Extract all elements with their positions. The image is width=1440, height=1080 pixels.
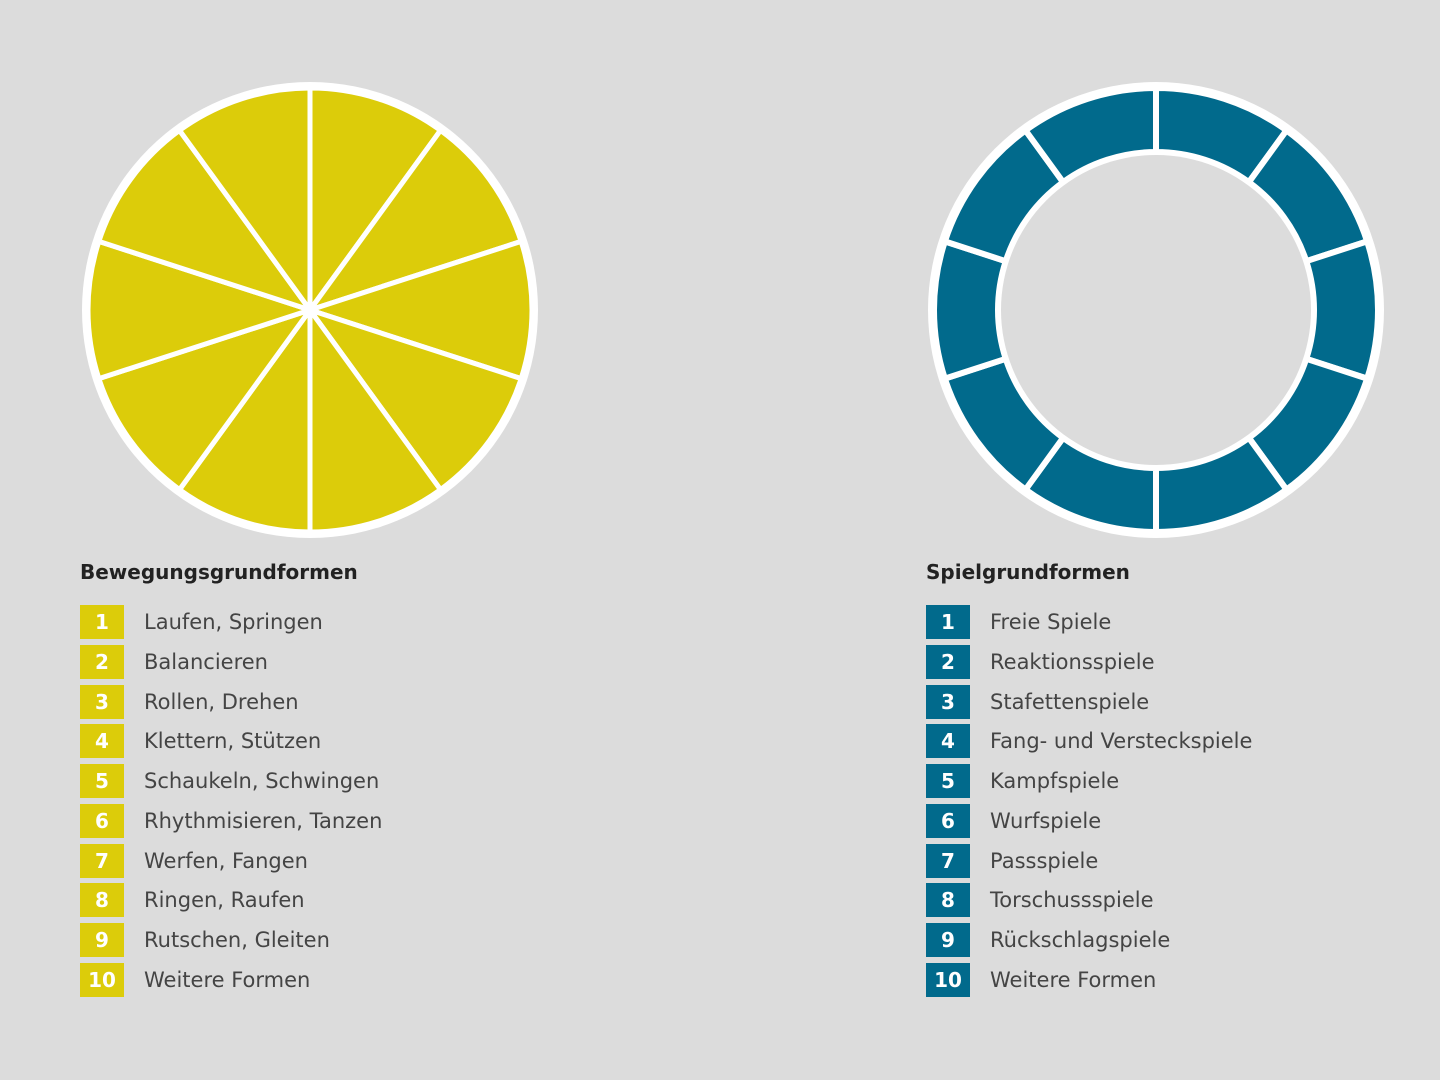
legend-label: Weitere Formen: [990, 967, 1157, 992]
chart-segment-4: [303, 305, 525, 494]
chart-segment-3: [301, 238, 535, 382]
chart-segment-8: [85, 238, 319, 382]
legend-number-badge: 5: [926, 764, 970, 798]
chart-segment-3: [1302, 237, 1381, 383]
legend-title-spielgrundformen: Spielgrundformen: [926, 560, 1130, 584]
legend-number-badge: 8: [926, 883, 970, 918]
legend-label: Reaktionsspiele: [990, 649, 1155, 674]
legend-number-badge: 5: [80, 764, 124, 798]
legend-number-badge: 10: [80, 962, 124, 997]
legend-label: Passspiele: [990, 848, 1099, 873]
legend-title-bewegungsgrundformen: Bewegungsgrundformen: [80, 560, 358, 584]
legend-label: Kampfspiele: [990, 769, 1120, 793]
legend-label: Rutschen, Gleiten: [144, 928, 330, 952]
legend-label: Rückschlagspiele: [990, 928, 1171, 952]
chart-segment-6: [176, 302, 313, 535]
legend-number-badge: 2: [80, 644, 124, 679]
chart-segment-1: [307, 85, 444, 318]
chart-segment-8: [931, 237, 1010, 383]
legend-label: Werfen, Fangen: [144, 848, 308, 873]
chart-segment-10: [176, 85, 313, 318]
legend-number-badge: 3: [80, 684, 124, 719]
chart-ring-hole: [1001, 155, 1311, 465]
legend-number-badge: 1: [80, 605, 124, 639]
legend-number-badge: 9: [926, 923, 970, 957]
legend-number-badge: 1: [926, 605, 970, 639]
legend-number-badge: 9: [80, 923, 124, 957]
legend-label: Laufen, Springen: [144, 610, 323, 634]
chart-segment-7: [95, 305, 317, 494]
legend-number-badge: 7: [926, 843, 970, 878]
legend-number-badge: 2: [926, 644, 970, 679]
bewegungsgrundformen-panel: Bewegungsgrundformen 1 Laufen, Springen 2 B…: [60, 0, 620, 1080]
legend-number-badge: 10: [926, 962, 970, 997]
legend-number-badge: 4: [926, 724, 970, 759]
spielgrundformen-panel: Spielgrundformen 1 Freie Spiele 2 Reaktions…: [906, 0, 1440, 1080]
legend-number-badge: 6: [80, 803, 124, 838]
legend-label: Torschussspiele: [990, 888, 1154, 913]
legend-number-badge: 7: [80, 843, 124, 878]
legend-label: Rollen, Drehen: [144, 689, 299, 714]
legend-number-badge: 3: [926, 684, 970, 719]
chart-segment-10: [1021, 84, 1159, 187]
legend-label: Klettern, Stützen: [144, 729, 322, 754]
legend-label: Weitere Formen: [144, 967, 311, 992]
chart-segment-9: [95, 126, 317, 315]
legend-number-badge: 4: [80, 724, 124, 759]
bewegungsgrundformen-pie-chart: [82, 82, 538, 538]
legend-number-badge: 8: [80, 883, 124, 918]
legend-number-badge: 6: [926, 803, 970, 838]
legend-label: Wurfspiele: [990, 808, 1102, 833]
chart-segment-2: [303, 126, 525, 315]
legend-label: Balancieren: [144, 649, 268, 674]
legend-label: Fang- und Versteckspiele: [990, 729, 1253, 754]
legend-label: Schaukeln, Schwingen: [144, 769, 380, 793]
legend-label: Rhythmisieren, Tanzen: [144, 808, 383, 833]
chart-segment-5: [307, 302, 444, 535]
legend-label: Stafettenspiele: [990, 689, 1150, 714]
legend-label: Ringen, Raufen: [144, 888, 305, 913]
legend-label: Freie Spiele: [990, 610, 1112, 634]
spielgrundformen-ring-chart: [928, 82, 1384, 538]
